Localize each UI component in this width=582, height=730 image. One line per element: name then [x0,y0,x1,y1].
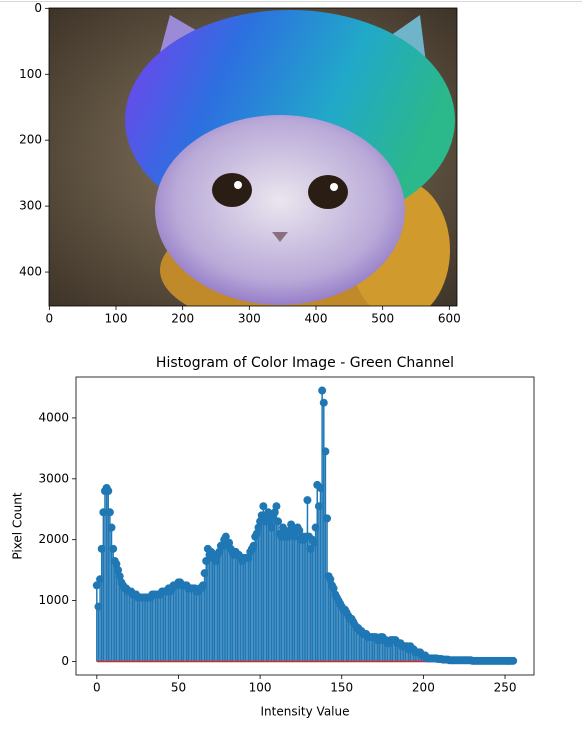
stem-marker [267,523,276,532]
y-tick-label: 3000 [38,471,69,485]
x-tick-label: 500 [371,312,394,326]
stem-marker [278,523,287,532]
y-tick-label: 0 [34,1,42,15]
stem-marker [254,523,263,532]
stem-marker [329,584,338,593]
stem-marker [316,483,325,492]
x-tick-label: 150 [330,681,353,695]
x-tick-label: 250 [494,681,517,695]
stem-marker [309,538,318,547]
stem-marker [259,502,268,511]
stem-marker [509,656,518,665]
stem-marker [274,517,283,526]
stem-marker [244,553,253,562]
stem-marker [212,557,221,566]
stem-marker [314,502,323,511]
stem-marker [319,398,328,407]
x-tick-label: 50 [171,681,186,695]
stem-marker [318,386,327,395]
x-tick-label: 200 [412,681,435,695]
x-tick-label: 200 [171,312,194,326]
stem-marker [252,529,261,538]
x-tick-label: 0 [46,312,54,326]
stem-marker [107,523,116,532]
x-axis-label: Intensity Value [261,705,350,719]
stem-marker [114,566,123,575]
stem-marker [115,572,124,581]
y-tick-label: 4000 [38,410,69,424]
y-tick-label: 2000 [38,532,69,546]
stem-marker [295,526,304,535]
stem-marker [198,581,207,590]
stem-marker [306,544,315,553]
stem-marker [321,447,330,456]
x-tick-label: 100 [249,681,272,695]
stem-marker [326,575,335,584]
stem-marker [225,538,234,547]
axes-frame [48,7,458,307]
y-tick-label: 1000 [38,593,69,607]
stem-marker [96,575,105,584]
y-tick-label: 0 [61,654,69,668]
axes-frame [75,376,535,676]
stem-marker [283,532,292,541]
x-tick-label: 100 [105,312,128,326]
stem-marker [202,557,211,566]
stem-marker [290,532,299,541]
stem-marker [265,517,274,526]
stem-marker [311,523,320,532]
stem-marker [215,547,224,556]
stem-marker [92,581,101,590]
y-axis-label: Pixel Count [11,492,25,560]
stem-marker [249,541,258,550]
stem-marker [97,544,106,553]
stem-marker [303,496,312,505]
x-tick-label: 300 [238,312,261,326]
stem-marker [99,508,108,517]
stem-marker [270,508,279,517]
stem-marker [221,532,230,541]
stem-marker [272,502,281,511]
y-tick-label: 300 [19,199,42,213]
stem-marker [109,544,118,553]
x-tick-label: 400 [305,312,328,326]
chart-title: Histogram of Color Image - Green Channel [156,355,454,371]
cat-image [49,8,457,306]
y-tick-label: 400 [19,265,42,279]
stem-marker [94,602,103,611]
x-tick-label: 0 [93,681,101,695]
x-tick-label: 600 [438,312,461,326]
stem-marker [104,486,113,495]
stem-marker [200,569,209,578]
y-tick-label: 100 [19,67,42,81]
stem-marker [105,508,114,517]
stem-marker [323,514,332,523]
stem-marker [112,560,121,569]
y-tick-label: 200 [19,133,42,147]
